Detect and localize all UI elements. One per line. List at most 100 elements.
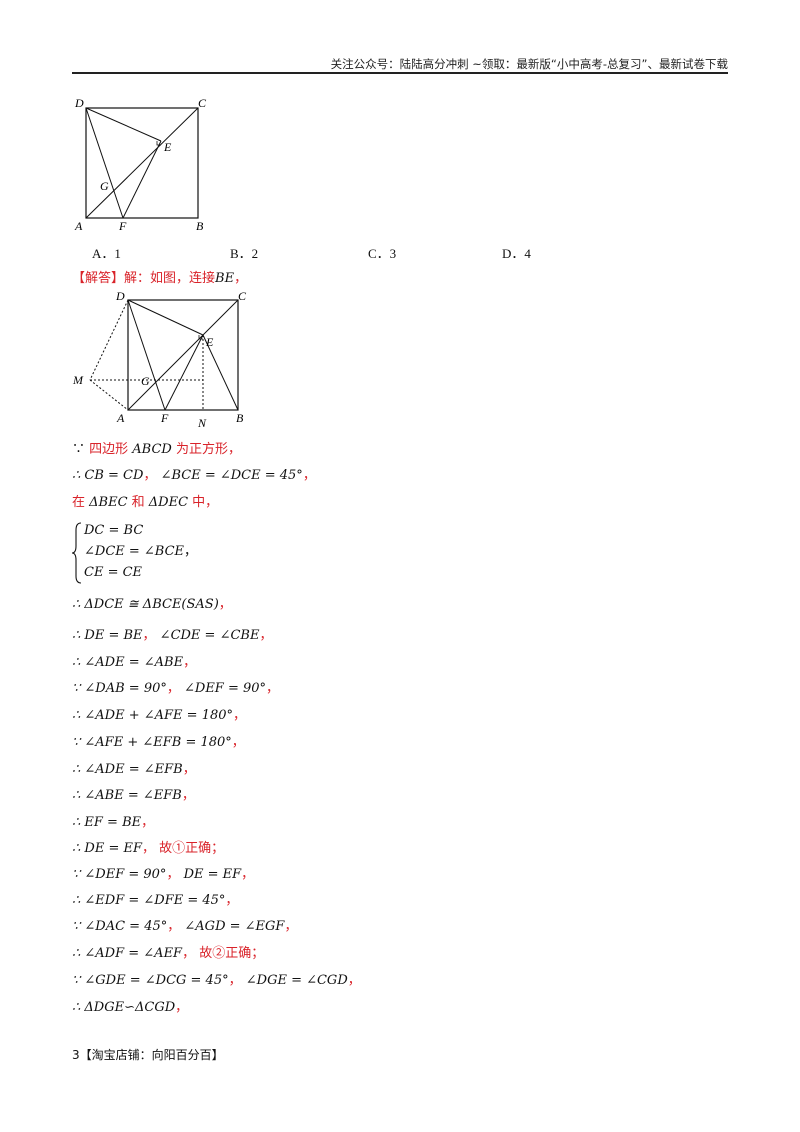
option-c: C．3 bbox=[368, 246, 397, 261]
option-d: D．4 bbox=[502, 246, 531, 261]
because-symbol: ∵ bbox=[72, 442, 90, 457]
label-b-2: B bbox=[236, 411, 244, 425]
proof-line-12: ∴ EF = BE， bbox=[72, 814, 154, 832]
system-line-3: CE = CE bbox=[84, 565, 143, 580]
math: ∵ ∠DAB = 90° bbox=[72, 681, 167, 696]
solution-intro: 【解答】解：如图，连接BE， bbox=[72, 270, 247, 288]
text: ， bbox=[166, 867, 184, 882]
solution-math: BE bbox=[215, 271, 235, 286]
segment-fe bbox=[122, 140, 162, 219]
proof-line-16: ∵ ∠DAC = 45°， ∠AGD = ∠EGF， bbox=[72, 918, 297, 936]
text: ， 故②正确； bbox=[182, 946, 265, 961]
solution-text: 解：如图，连接 bbox=[124, 271, 216, 286]
label-m: M bbox=[72, 373, 84, 387]
text: 四边形 bbox=[89, 442, 133, 457]
math: ∴ DE = EF bbox=[72, 841, 142, 856]
proof-line-4: ∴ ΔDCE ≅ ΔBCE(SAS)， bbox=[72, 596, 232, 614]
math: ∵ ∠GDE = ∠DCG = 45° bbox=[72, 973, 229, 988]
proof-line-15: ∴ ∠EDF = ∠DFE = 45°， bbox=[72, 892, 238, 910]
system-line-2: ∠DCE = ∠BCE， bbox=[84, 541, 197, 562]
proof-line-17: ∴ ∠ADF = ∠AEF， 故②正确； bbox=[72, 945, 264, 963]
label-e: E bbox=[163, 140, 172, 154]
diagonal-ac bbox=[85, 107, 199, 219]
label-d: D bbox=[74, 96, 84, 110]
label-g: G bbox=[100, 179, 109, 193]
math: ∴ ΔDCE ≅ ΔBCE(SAS) bbox=[72, 597, 219, 612]
math: ∴ ∠EDF = ∠DFE = 45° bbox=[72, 893, 226, 908]
diagonal-ac-2 bbox=[127, 299, 239, 411]
math: ∠DEF = 90° bbox=[184, 681, 267, 696]
option-b: B．2 bbox=[230, 246, 259, 261]
segment-dm bbox=[89, 299, 129, 381]
proof-line-18: ∵ ∠GDE = ∠DCG = 45°， ∠DGE = ∠CGD， bbox=[72, 972, 361, 990]
proof-line-3: 在 ΔBEC 和 ΔDEC 中， bbox=[72, 494, 218, 512]
math: ΔBEC bbox=[89, 495, 128, 510]
text: ， bbox=[241, 867, 255, 882]
math: ∵ ∠AFE + ∠EFB = 180° bbox=[72, 735, 232, 750]
text: ， bbox=[167, 919, 185, 934]
math: ∴ CB = CD bbox=[72, 468, 144, 483]
text: ， bbox=[175, 1000, 189, 1015]
proof-line-19: ∴ ΔDGE∽ΔCGD， bbox=[72, 999, 188, 1017]
math: ∴ ∠ADE = ∠EFB bbox=[72, 762, 183, 777]
text: ， bbox=[183, 655, 197, 670]
proof-line-7: ∵ ∠DAB = 90°， ∠DEF = 90°， bbox=[72, 680, 279, 698]
text: ， bbox=[266, 681, 280, 696]
math: ∠DCE = ∠BCE bbox=[84, 544, 185, 559]
proof-line-2: ∴ CB = CD， ∠BCE = ∠DCE = 45°， bbox=[72, 467, 316, 485]
math: ∠DGE = ∠CGD bbox=[245, 973, 348, 988]
proof-line-14: ∵ ∠DEF = 90°， DE = EF， bbox=[72, 866, 254, 884]
math: ABCD bbox=[132, 442, 172, 457]
text: ， bbox=[182, 762, 196, 777]
right-angle-mark bbox=[156, 141, 161, 146]
text: ， 故①正确； bbox=[141, 841, 225, 856]
text: ， bbox=[225, 893, 239, 908]
segment-eb bbox=[202, 334, 239, 411]
figure-square-1: D C E G A F B bbox=[74, 96, 207, 233]
math: ∴ ΔDGE∽ΔCGD bbox=[72, 1000, 176, 1015]
math: ∵ ∠DAC = 45° bbox=[72, 919, 168, 934]
text: ， bbox=[184, 544, 198, 559]
math: ∠BCE = ∠DCE = 45° bbox=[160, 468, 303, 483]
system-lines: DC = BC ∠DCE = ∠BCE， CE = CE bbox=[84, 520, 197, 583]
text: ， bbox=[218, 597, 232, 612]
math: ∠AGD = ∠EGF bbox=[184, 919, 285, 934]
square-abcd-2 bbox=[127, 299, 239, 411]
proof-line-5: ∴ DE = BE， ∠CDE = ∠CBE， bbox=[72, 627, 272, 645]
label-g-2: G bbox=[141, 374, 150, 388]
proof-line-1: ∵ 四边形 ABCD 为正方形， bbox=[72, 441, 241, 459]
right-angle-mark-2 bbox=[198, 335, 203, 340]
figure-square-2: D C E M G A F N B bbox=[72, 289, 247, 430]
text: ， bbox=[181, 788, 195, 803]
label-c: C bbox=[198, 96, 207, 110]
text: ， bbox=[284, 919, 298, 934]
segment-df-2 bbox=[127, 299, 166, 411]
label-n: N bbox=[197, 416, 207, 430]
text: ， bbox=[347, 973, 361, 988]
segment-de bbox=[85, 107, 162, 142]
math: ∴ ∠ADE = ∠ABE bbox=[72, 655, 184, 670]
proof-line-6: ∴ ∠ADE = ∠ABE， bbox=[72, 654, 196, 672]
text: 为正方形， bbox=[171, 442, 241, 457]
system-line-1: DC = BC bbox=[84, 523, 144, 538]
math: ∴ ∠ADF = ∠AEF bbox=[72, 946, 183, 961]
math: ∴ ∠ABE = ∠EFB bbox=[72, 788, 182, 803]
label-d-2: D bbox=[115, 289, 125, 303]
square-abcd bbox=[85, 107, 199, 219]
text: 中， bbox=[188, 495, 219, 510]
label-e-2: E bbox=[205, 335, 214, 349]
page-footer: 3【淘宝店铺：向阳百分百】 bbox=[72, 1048, 224, 1062]
math: ∴ DE = BE bbox=[72, 628, 143, 643]
text: ， bbox=[141, 815, 155, 830]
math: ΔDEC bbox=[148, 495, 189, 510]
proof-line-8: ∴ ∠ADE + ∠AFE = 180°， bbox=[72, 707, 246, 725]
text: ， bbox=[228, 973, 246, 988]
page-header: 关注公众号：陆陆高分冲刺 ~领取：最新版“小中高考-总复习”、最新试卷下载 bbox=[330, 57, 728, 71]
proof-line-9: ∵ ∠AFE + ∠EFB = 180°， bbox=[72, 734, 245, 752]
left-brace bbox=[72, 522, 82, 584]
label-a: A bbox=[74, 219, 83, 233]
label-a-2: A bbox=[116, 411, 125, 425]
segment-fe-2 bbox=[164, 334, 204, 411]
segment-de-2 bbox=[127, 299, 204, 336]
solution-tag: 【解答】 bbox=[72, 271, 125, 286]
